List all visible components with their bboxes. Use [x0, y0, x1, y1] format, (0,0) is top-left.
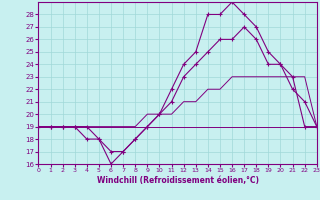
X-axis label: Windchill (Refroidissement éolien,°C): Windchill (Refroidissement éolien,°C) [97, 176, 259, 185]
